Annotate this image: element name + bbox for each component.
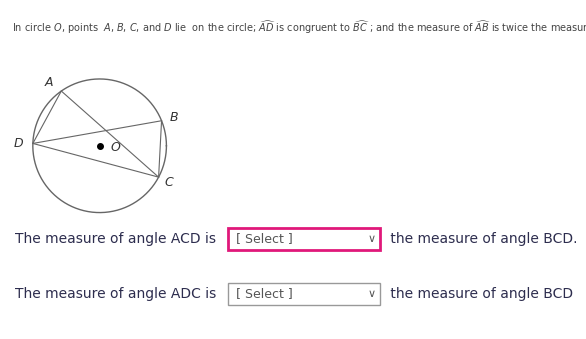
- Text: B: B: [169, 111, 178, 124]
- FancyBboxPatch shape: [228, 283, 380, 305]
- Text: In circle $\it{O}$, points  $\it{A}$, $\it{B}$, $\it{C}$, and $\it{D}$ lie  on t: In circle $\it{O}$, points $\it{A}$, $\i…: [12, 19, 586, 36]
- Text: C: C: [165, 176, 173, 189]
- Text: The measure of angle ACD is: The measure of angle ACD is: [15, 232, 220, 245]
- Text: the measure of angle BCD.: the measure of angle BCD.: [386, 232, 577, 245]
- Text: The measure of angle ADC is: The measure of angle ADC is: [15, 287, 220, 301]
- Text: ∨: ∨: [368, 234, 376, 243]
- Text: O: O: [110, 141, 120, 154]
- Text: A: A: [45, 76, 53, 89]
- Text: ∨: ∨: [368, 289, 376, 299]
- Text: [ Select ]: [ Select ]: [236, 232, 293, 245]
- Text: the measure of angle BCD: the measure of angle BCD: [386, 287, 573, 301]
- FancyBboxPatch shape: [228, 227, 380, 250]
- Text: [ Select ]: [ Select ]: [236, 287, 293, 300]
- Text: D: D: [14, 137, 23, 150]
